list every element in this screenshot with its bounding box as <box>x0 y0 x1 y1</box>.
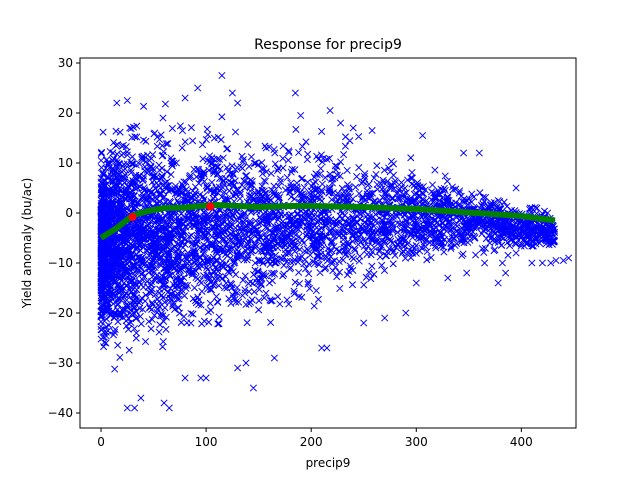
plot-frame <box>79 57 577 429</box>
plot-area <box>79 57 577 429</box>
y-tick-label: −40 <box>48 406 73 420</box>
response-curve-line <box>99 202 556 241</box>
x-axis: 0 100 200 300 400 <box>97 428 533 449</box>
y-tick-label: 30 <box>58 56 73 70</box>
x-tick-label: 100 <box>195 435 218 449</box>
y-tick-label: 10 <box>58 156 73 170</box>
x-axis-label: precip9 <box>306 456 351 470</box>
highlight-point <box>206 202 215 211</box>
scatter-points <box>97 71 573 412</box>
y-tick-label: −20 <box>48 306 73 320</box>
x-tick-label: 200 <box>300 435 323 449</box>
x-tick-label: 0 <box>97 435 105 449</box>
chart-title: Response for precip9 <box>254 37 402 53</box>
y-tick-label: 0 <box>65 206 73 220</box>
y-axis: −40 −30 −20 −10 0 10 20 30 <box>48 56 80 420</box>
line-layer <box>99 202 556 241</box>
scatter-layer <box>97 71 573 412</box>
highlight-point <box>128 213 137 221</box>
highlight-layer <box>128 202 215 221</box>
y-tick-label: −30 <box>48 356 73 370</box>
x-tick-label: 300 <box>405 435 428 449</box>
y-axis-label: Yield anomaly (bu/ac) <box>20 178 34 310</box>
y-tick-label: −10 <box>48 256 73 270</box>
y-tick-label: 20 <box>58 106 73 120</box>
x-tick-label: 400 <box>510 435 533 449</box>
